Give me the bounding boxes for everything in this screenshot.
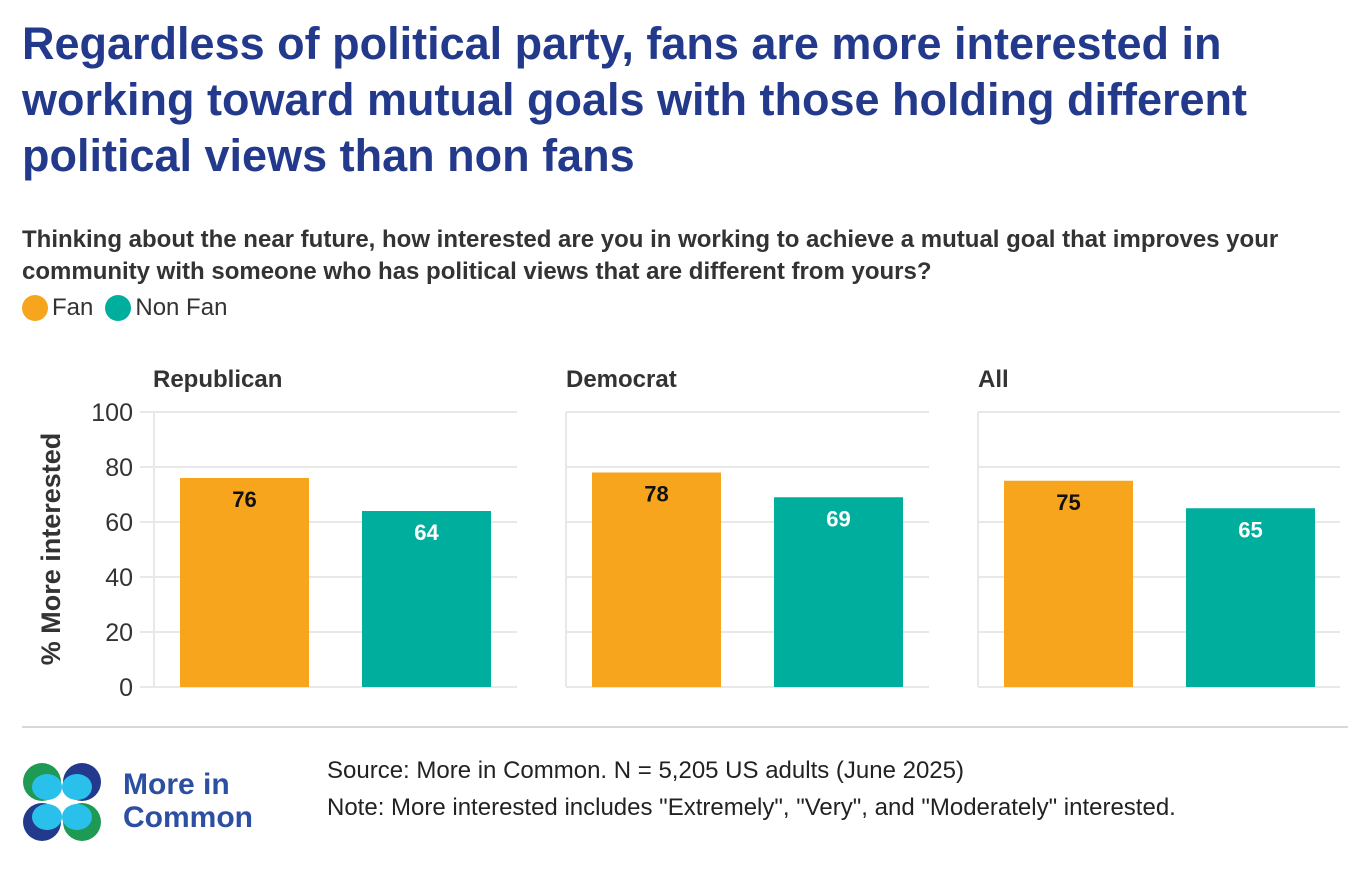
panel-title-democrat: Democrat: [566, 366, 677, 393]
data-label: 69: [826, 506, 850, 531]
logo-line-1: More in: [123, 768, 230, 801]
y-tick-label: 60: [105, 509, 133, 537]
panel-title-republican: Republican: [153, 366, 282, 393]
logo-line-2: Common: [123, 801, 253, 834]
source-text: Source: More in Common. N = 5,205 US adu…: [327, 757, 964, 784]
y-tick-label: 20: [105, 619, 133, 647]
legend-label-non-fan: Non Fan: [135, 294, 228, 321]
bar-democrat-non-fan: [774, 497, 903, 687]
legend-swatch-fan: [22, 295, 48, 321]
y-tick-label: 80: [105, 454, 133, 482]
data-label: 64: [414, 520, 439, 545]
legend-label-fan: Fan: [52, 294, 94, 321]
chart-subtitle: Thinking about the near future, how inte…: [22, 226, 1279, 285]
data-label: 65: [1238, 517, 1262, 542]
y-tick-label: 0: [119, 674, 133, 702]
logo-text: More in Common: [123, 768, 253, 834]
legend-swatch-non-fan: [105, 295, 132, 321]
y-tick-label: 40: [105, 564, 133, 592]
source-note: Source: More in Common. N = 5,205 US adu…: [327, 752, 1327, 826]
bar-democrat-fan: [592, 472, 721, 687]
y-tick-label: 100: [91, 399, 133, 427]
legend-item-non-fan: Non Fan: [105, 294, 227, 322]
bar-republican-fan: [180, 478, 309, 687]
legend: Fan Non Fan: [22, 294, 233, 322]
more-in-common-logo: [23, 763, 101, 841]
data-label: 75: [1056, 490, 1080, 515]
legend-item-fan: Fan: [22, 294, 93, 322]
bar-republican-non-fan: [362, 511, 491, 687]
bar-all-fan: [1004, 480, 1133, 687]
panel-title-all: All: [978, 366, 1009, 393]
chart-title: Regardless of political party, fans are …: [22, 18, 1247, 181]
y-axis-label: % More interested: [36, 433, 66, 666]
data-label: 78: [644, 482, 668, 507]
data-label: 76: [232, 487, 256, 512]
note-text: Note: More interested includes "Extremel…: [327, 794, 1176, 821]
bar-all-non-fan: [1186, 508, 1315, 687]
